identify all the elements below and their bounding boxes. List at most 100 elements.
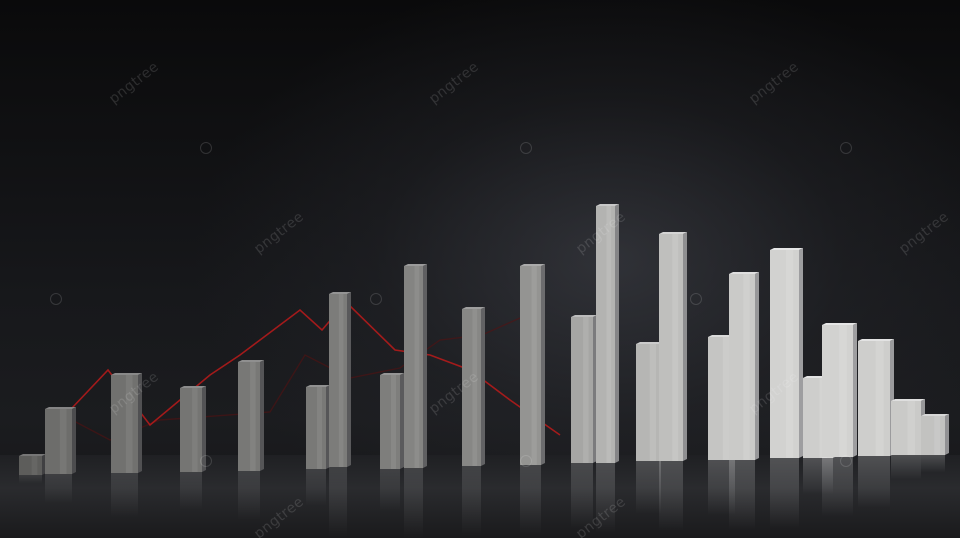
bar-reflection: [921, 455, 945, 473]
bar-reflection: [770, 458, 799, 528]
watermark-icon: [520, 142, 532, 154]
bar-top-face: [520, 264, 545, 266]
bar-reflection: [404, 468, 423, 538]
bar-reflection: [729, 460, 755, 530]
bar-front-face: [822, 325, 853, 457]
bar-4: [180, 386, 206, 510]
bar-front-face: [596, 206, 615, 463]
bar-top-face: [636, 342, 665, 344]
bar-highlight: [649, 344, 656, 461]
bar-reflection: [822, 457, 853, 517]
bar-top-face: [858, 339, 894, 341]
bar-reflection: [596, 463, 615, 533]
bar-reflection: [636, 461, 661, 514]
bar-15: [659, 232, 687, 531]
bar-top-face: [770, 248, 803, 250]
bar-highlight: [59, 409, 67, 474]
bar-18: [770, 248, 803, 528]
bar-front-face: [921, 416, 945, 455]
bar-21: [858, 339, 894, 508]
bar-highlight: [785, 250, 794, 458]
bar-top-face: [45, 407, 76, 409]
watermark-icon: [840, 455, 852, 467]
bar-side-face: [347, 292, 351, 467]
bar-highlight: [31, 456, 38, 475]
bar-top-face: [921, 414, 949, 416]
bar-front-face: [659, 234, 683, 461]
bar-front-face: [636, 344, 661, 461]
bar-side-face: [260, 360, 264, 471]
bar-top-face: [380, 373, 404, 375]
bar-top-face: [822, 323, 857, 325]
bar-reflection: [180, 472, 202, 510]
bar-reflection: [858, 456, 890, 508]
bar-1: [19, 454, 46, 484]
bar-front-face: [729, 274, 755, 460]
bar-22: [891, 399, 925, 480]
bar-reflection: [19, 475, 42, 484]
bar-highlight: [338, 294, 344, 467]
bar-front-face: [306, 387, 326, 469]
bar-9: [404, 264, 427, 538]
bar-front-face: [571, 317, 593, 463]
bar-top-face: [180, 386, 206, 388]
bar-front-face: [891, 401, 921, 455]
bar-top-face: [729, 272, 759, 274]
bar-highlight: [414, 266, 420, 468]
bar-top-face: [659, 232, 687, 234]
bar-6: [306, 385, 330, 506]
bar-top-face: [571, 315, 597, 317]
bar-3: [111, 373, 142, 518]
bar-11: [520, 264, 545, 535]
bar-highlight: [875, 341, 884, 456]
bar-top-face: [891, 399, 925, 401]
bar-reflection: [571, 463, 593, 529]
bar-side-face: [683, 232, 687, 461]
bar-front-face: [462, 309, 481, 466]
bar-front-face: [329, 294, 347, 467]
bar-top-face: [238, 360, 264, 362]
bar-front-face: [19, 456, 42, 475]
bar-highlight: [317, 387, 322, 469]
bar-highlight: [472, 309, 478, 466]
bar-front-face: [380, 375, 400, 469]
bar-top-face: [329, 292, 351, 294]
bar-side-face: [138, 373, 142, 473]
bar-highlight: [125, 375, 133, 473]
bar-front-face: [770, 250, 799, 458]
watermark-icon: [50, 293, 62, 305]
watermark-icon: [370, 293, 382, 305]
bar-highlight: [722, 337, 730, 460]
watermark-icon: [200, 455, 212, 467]
bar-highlight: [606, 206, 612, 463]
bar-reflection: [238, 471, 260, 521]
bar-front-face: [238, 362, 260, 471]
bar-17: [729, 272, 759, 530]
bar-20: [822, 323, 857, 517]
bar-front-face: [520, 266, 541, 465]
bar-reflection: [520, 465, 541, 535]
bar-top-face: [111, 373, 142, 375]
bar-highlight: [934, 416, 941, 455]
watermark-icon: [200, 142, 212, 154]
bar-5: [238, 360, 264, 521]
bar-top-face: [462, 307, 485, 309]
bar-front-face: [180, 388, 202, 472]
bar-10: [462, 307, 485, 536]
bar-highlight: [672, 234, 679, 461]
bar-side-face: [799, 248, 803, 458]
bar-reflection: [306, 469, 326, 506]
bar-reflection: [891, 455, 921, 480]
watermark-icon: [520, 455, 532, 467]
bar-top-face: [19, 454, 46, 456]
bar-highlight: [391, 375, 396, 469]
bar-side-face: [853, 323, 857, 457]
bar-highlight: [907, 401, 915, 455]
bar-side-face: [202, 386, 206, 472]
bar-reflection: [111, 473, 138, 518]
bar-reflection: [329, 467, 347, 537]
bar-highlight: [531, 266, 537, 465]
bar-reflection: [659, 461, 683, 531]
bar-highlight: [839, 325, 847, 457]
bar-side-face: [945, 414, 949, 455]
